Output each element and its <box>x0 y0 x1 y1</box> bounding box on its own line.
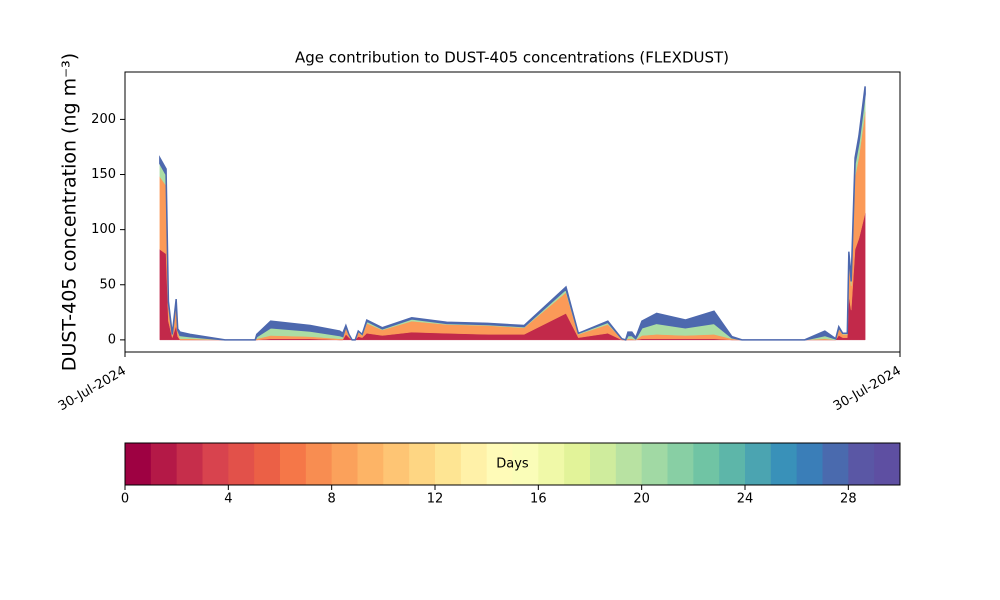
area <box>159 213 866 341</box>
colorbar-cell <box>745 443 772 485</box>
colorbar-tick-label: 8 <box>328 492 336 507</box>
colorbar-cell <box>280 443 307 485</box>
colorbar-cell <box>719 443 746 485</box>
y-tick-label: 150 <box>91 167 116 182</box>
colorbar-cell <box>564 443 591 485</box>
colorbar-label: Days <box>496 457 529 472</box>
y-tick-label: 0 <box>108 332 116 347</box>
colorbar-cell <box>848 443 875 485</box>
colorbar-cell <box>770 443 798 485</box>
colorbar-cell <box>822 443 849 485</box>
colorbar-cell <box>667 443 694 485</box>
colorbar-tick-label: 0 <box>121 492 129 507</box>
colorbar-cell <box>202 443 229 485</box>
colorbar-tick-label: 12 <box>427 492 444 507</box>
area <box>159 86 866 341</box>
colorbar-tick-label: 24 <box>737 492 754 507</box>
colorbar-cell <box>435 443 462 485</box>
colorbar-cell <box>254 443 281 485</box>
colorbar-cell <box>150 443 178 485</box>
colorbar-cell <box>874 443 901 485</box>
colorbar-cell <box>693 443 720 485</box>
colorbar-frame <box>124 442 901 486</box>
colorbar-cell <box>409 443 436 485</box>
colorbar-cell <box>383 443 410 485</box>
area <box>159 111 866 341</box>
colorbar-tick-label: 20 <box>633 492 650 507</box>
plot-frame <box>124 71 901 353</box>
colorbar-cell <box>228 443 255 485</box>
colorbar-cell <box>796 443 823 485</box>
chart-title: Age contribution to DUST-405 concentrati… <box>295 49 729 67</box>
area <box>159 94 866 341</box>
y-tick-label: 100 <box>91 222 116 237</box>
colorbar-cell <box>615 443 643 485</box>
colorbar-cell <box>641 443 668 485</box>
colorbar-cell <box>512 443 539 485</box>
colorbar-cell <box>331 443 358 485</box>
colorbar-tick-label: 28 <box>840 492 857 507</box>
y-tick-label: 200 <box>91 112 116 127</box>
colorbar-tick-label: 4 <box>224 492 232 507</box>
colorbar-cell <box>590 443 617 485</box>
colorbar-cell <box>357 443 384 485</box>
x-tick-label: 30-Jul-2024 <box>831 364 904 415</box>
colorbar-cell <box>460 443 488 485</box>
colorbar-cell <box>305 443 333 485</box>
y-tick-label: 50 <box>99 277 116 292</box>
colorbar-cell <box>125 443 152 485</box>
colorbar-cell <box>176 443 203 485</box>
y-axis-label: DUST-405 concentration (ng m⁻³) <box>59 53 81 371</box>
colorbar-cell <box>486 443 513 485</box>
colorbar-cell <box>538 443 565 485</box>
colorbar-tick-label: 16 <box>530 492 547 507</box>
